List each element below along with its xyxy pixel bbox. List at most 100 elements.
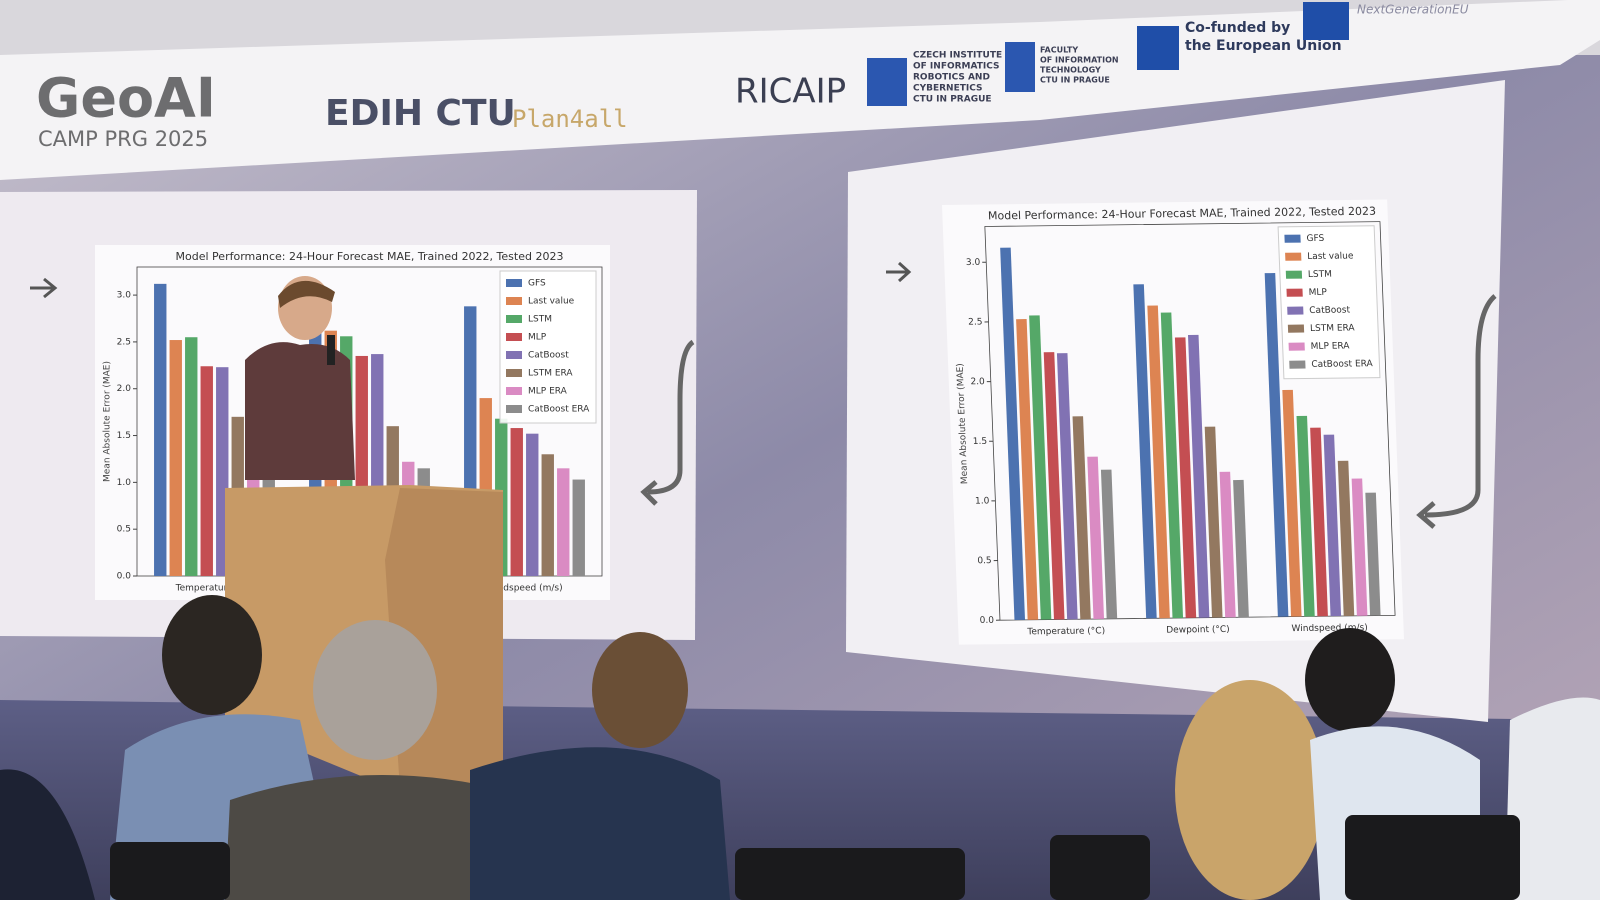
y-tick-label: 2.5	[968, 317, 983, 327]
logo-text: CTU IN PRAGUE	[1040, 76, 1110, 85]
bar	[169, 340, 182, 576]
y-tick-label: 3.0	[966, 258, 981, 268]
chart-right: Model Performance: 24-Hour Forecast MAE,…	[941, 199, 1405, 645]
legend-label: GFS	[528, 279, 546, 289]
y-tick-label: 1.5	[117, 431, 131, 441]
legend-swatch	[506, 387, 522, 395]
y-tick-label: 2.0	[117, 384, 132, 394]
legend-label: CatBoost ERA	[1311, 359, 1374, 370]
legend-swatch	[506, 351, 522, 359]
bar	[1000, 247, 1026, 621]
x-tick-label: Temperature (°C)	[175, 584, 254, 594]
logo-text: the European Union	[1185, 38, 1342, 54]
bar	[1016, 319, 1039, 620]
legend-swatch	[1287, 324, 1305, 333]
legend-swatch	[506, 297, 522, 305]
audience	[0, 595, 1600, 900]
bar	[1160, 312, 1184, 619]
y-axis-label: Mean Absolute Error (MAE)	[956, 363, 971, 484]
legend-label: MLP ERA	[528, 387, 568, 397]
legend-swatch	[506, 333, 522, 341]
bar	[1072, 416, 1091, 620]
logo-icon	[867, 58, 907, 106]
eu-flag	[1137, 26, 1179, 70]
arrow	[30, 277, 58, 299]
logo-icon	[1005, 42, 1035, 92]
bar	[1147, 305, 1170, 619]
y-axis-label: Mean Absolute Error (MAE)	[103, 361, 113, 482]
x-tick-label: Windspeed (m/s)	[1291, 623, 1368, 634]
bar	[1323, 434, 1342, 617]
bar	[200, 366, 213, 576]
legend-swatch	[1286, 288, 1303, 297]
legend-label: Last value	[1307, 251, 1354, 262]
y-tick-label: 1.0	[975, 496, 990, 506]
bar	[1351, 478, 1368, 616]
logo-text: OF INFORMATICS	[913, 62, 1000, 72]
bar	[1233, 479, 1249, 618]
logo-text: FACULTY	[1040, 46, 1078, 55]
legend-swatch	[1285, 270, 1303, 279]
bar	[1043, 352, 1065, 620]
y-tick-label: 1.5	[973, 437, 988, 447]
legend-swatch	[1287, 306, 1304, 315]
banner	[0, 0, 1600, 180]
bar	[1056, 353, 1078, 620]
x-tick-label: Windspeed (m/s)	[486, 584, 562, 594]
legend-label: GFS	[1306, 234, 1324, 244]
legend-label: MLP	[528, 333, 547, 343]
legend-swatch	[1289, 360, 1306, 369]
legend-swatch	[1288, 342, 1305, 351]
legend-swatch	[1284, 234, 1301, 243]
bar	[1133, 284, 1157, 619]
legend-swatch	[1285, 252, 1302, 261]
bar	[1310, 427, 1328, 617]
bar	[1100, 469, 1118, 619]
bar	[1204, 426, 1223, 618]
bar	[1087, 456, 1105, 620]
y-tick-label: 0.0	[979, 616, 994, 626]
logo-text: TECHNOLOGY	[1040, 66, 1101, 75]
logo-text: CZECH INSTITUTE	[913, 51, 1002, 61]
logo-text: Plan4all	[512, 105, 628, 133]
arrow	[640, 339, 695, 506]
bar	[1219, 471, 1236, 618]
bar	[510, 428, 523, 576]
y-tick-label: 1.0	[117, 478, 132, 488]
arrow	[886, 261, 912, 283]
bar	[154, 283, 167, 576]
chart-title: Model Performance: 24-Hour Forecast MAE,…	[988, 205, 1376, 223]
eu-flag	[1303, 2, 1349, 40]
legend-swatch	[506, 315, 522, 323]
bar	[1296, 415, 1315, 617]
logo-text: NextGenerationEU	[1357, 3, 1469, 17]
bar	[1264, 273, 1289, 617]
logo-text: EDIH CTU	[325, 93, 516, 134]
bar	[185, 337, 198, 576]
arrow	[1416, 294, 1497, 529]
bar	[1029, 315, 1052, 620]
y-tick-label: 2.0	[970, 377, 985, 387]
legend-label: MLP ERA	[1311, 341, 1351, 351]
logo-text: ROBOTICS AND	[913, 73, 990, 83]
speaker	[245, 276, 355, 480]
legend-label: LSTM	[528, 315, 552, 325]
legend-box	[499, 270, 597, 424]
plot-frame	[984, 221, 1396, 621]
chart-title: Model Performance: 24-Hour Forecast MAE,…	[176, 250, 564, 263]
bar	[1282, 389, 1302, 617]
legend-label: MLP	[1308, 288, 1327, 298]
bar	[1187, 334, 1210, 618]
legend-label: LSTM ERA	[1310, 323, 1356, 334]
bar	[526, 433, 539, 576]
logo-text: CYBERNETICS	[913, 84, 982, 94]
bar	[1365, 492, 1381, 616]
logo-text: CTU IN PRAGUE	[913, 95, 992, 105]
legend-swatch	[506, 279, 522, 287]
logo-text: CAMP PRG 2025	[38, 127, 208, 151]
legend-swatch	[506, 405, 522, 413]
